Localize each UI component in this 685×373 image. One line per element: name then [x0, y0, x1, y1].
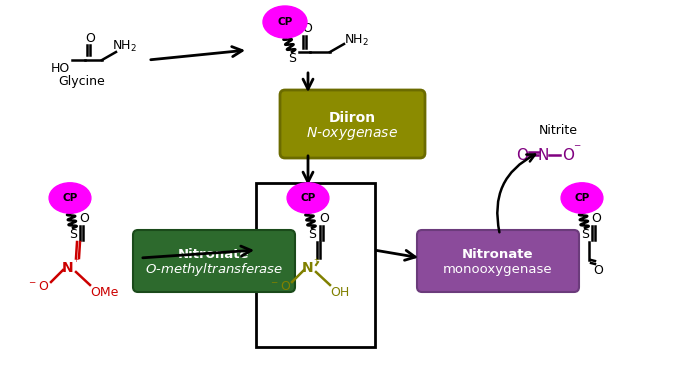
Text: S: S: [581, 228, 589, 241]
Text: OH: OH: [330, 285, 349, 298]
Text: HO: HO: [51, 62, 70, 75]
FancyBboxPatch shape: [256, 183, 375, 347]
Text: CP: CP: [301, 193, 316, 203]
Text: O: O: [593, 263, 603, 276]
Text: monooxygenase: monooxygenase: [443, 263, 553, 276]
Text: $^-$: $^-$: [572, 142, 582, 156]
Text: O: O: [319, 211, 329, 225]
Text: O: O: [562, 147, 574, 163]
Text: $^+$: $^+$: [72, 257, 80, 267]
Text: $^-$O: $^-$O: [27, 279, 49, 292]
Text: NH$_2$: NH$_2$: [343, 32, 369, 47]
Ellipse shape: [287, 183, 329, 213]
Text: $^-$O: $^-$O: [269, 279, 291, 292]
Text: S: S: [308, 228, 316, 241]
Text: $O$-methyltransferase: $O$-methyltransferase: [145, 261, 283, 279]
Text: Nitrite: Nitrite: [538, 123, 577, 137]
Text: $^+$: $^+$: [312, 257, 320, 267]
Text: S: S: [288, 51, 296, 65]
Text: O: O: [302, 22, 312, 34]
Text: N: N: [62, 261, 74, 275]
FancyBboxPatch shape: [280, 90, 425, 158]
Text: NH$_2$: NH$_2$: [112, 38, 136, 54]
Text: O: O: [516, 147, 528, 163]
Text: N: N: [302, 261, 314, 275]
Text: Glycine: Glycine: [59, 75, 105, 88]
FancyBboxPatch shape: [133, 230, 295, 292]
Text: O: O: [79, 211, 89, 225]
FancyBboxPatch shape: [417, 230, 579, 292]
Text: CP: CP: [62, 193, 77, 203]
Text: Nitronate: Nitronate: [462, 248, 534, 260]
Text: CP: CP: [277, 17, 292, 27]
Text: N: N: [537, 147, 549, 163]
Text: O: O: [591, 211, 601, 225]
Ellipse shape: [49, 183, 91, 213]
Text: OMe: OMe: [90, 285, 119, 298]
Text: O: O: [85, 31, 95, 44]
Ellipse shape: [263, 6, 307, 38]
Text: Diiron: Diiron: [328, 111, 375, 125]
Text: S: S: [69, 228, 77, 241]
Text: $N$-oxygenase: $N$-oxygenase: [306, 125, 398, 142]
Text: CP: CP: [575, 193, 590, 203]
Ellipse shape: [561, 183, 603, 213]
Text: Nitronate: Nitronate: [178, 248, 250, 260]
